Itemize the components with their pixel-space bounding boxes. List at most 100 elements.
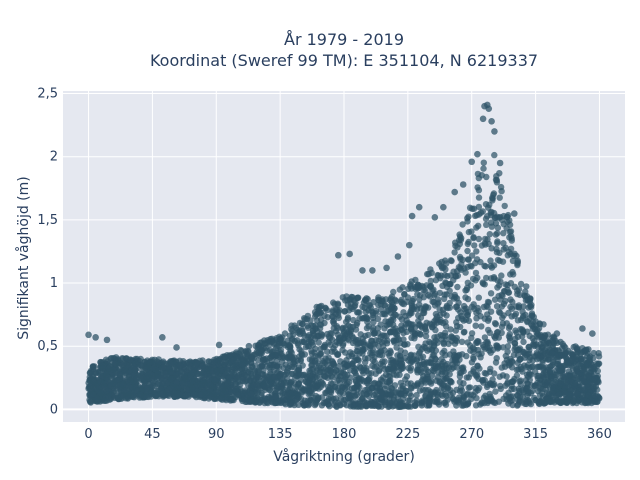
data-point bbox=[239, 397, 246, 405]
data-point bbox=[377, 306, 385, 313]
data-point bbox=[475, 235, 483, 243]
data-point bbox=[105, 393, 112, 401]
data-point bbox=[458, 369, 465, 376]
data-point bbox=[526, 356, 533, 363]
data-point bbox=[579, 392, 586, 399]
data-point bbox=[190, 369, 197, 377]
data-point bbox=[407, 367, 414, 374]
data-point bbox=[502, 281, 509, 288]
data-point bbox=[485, 315, 493, 322]
data-point bbox=[330, 361, 337, 368]
data-point bbox=[299, 338, 306, 345]
data-point bbox=[453, 386, 460, 393]
data-point bbox=[427, 380, 435, 387]
data-point bbox=[580, 377, 587, 385]
data-point bbox=[212, 376, 220, 383]
data-point bbox=[281, 330, 289, 337]
data-point bbox=[285, 353, 293, 360]
data-point bbox=[471, 242, 478, 249]
y-tick-label: 2,5 bbox=[37, 87, 58, 102]
data-point bbox=[304, 324, 312, 331]
data-point bbox=[474, 184, 481, 191]
data-point bbox=[584, 391, 592, 399]
y-tick-label: 1 bbox=[50, 276, 58, 291]
data-point bbox=[491, 275, 498, 282]
data-point bbox=[508, 357, 516, 365]
data-point bbox=[232, 380, 239, 388]
data-point bbox=[514, 402, 521, 409]
data-point bbox=[318, 394, 326, 401]
data-point bbox=[356, 309, 363, 316]
data-point bbox=[451, 340, 459, 347]
data-point bbox=[337, 395, 345, 403]
data-point bbox=[268, 338, 275, 345]
data-point bbox=[343, 402, 350, 409]
data-point bbox=[488, 219, 495, 226]
data-point bbox=[415, 343, 422, 350]
data-point bbox=[482, 201, 490, 208]
data-point bbox=[146, 387, 153, 394]
data-point bbox=[512, 327, 519, 334]
data-point bbox=[420, 398, 427, 405]
data-point bbox=[330, 299, 337, 306]
data-point bbox=[227, 397, 234, 404]
data-point bbox=[86, 373, 94, 381]
data-point bbox=[401, 341, 408, 348]
data-point bbox=[473, 224, 480, 231]
data-point bbox=[534, 327, 541, 334]
data-point bbox=[549, 398, 556, 405]
data-point bbox=[514, 396, 521, 403]
data-point bbox=[591, 375, 598, 382]
data-point bbox=[304, 374, 311, 381]
data-point bbox=[283, 392, 291, 399]
data-point bbox=[410, 356, 417, 363]
data-point bbox=[140, 374, 147, 382]
data-point bbox=[200, 389, 208, 396]
data-point bbox=[526, 332, 533, 340]
data-point bbox=[497, 382, 504, 390]
data-point bbox=[466, 342, 474, 349]
data-point bbox=[356, 363, 363, 370]
data-point bbox=[234, 391, 241, 398]
data-point bbox=[381, 358, 388, 365]
data-point bbox=[465, 384, 472, 391]
data-point bbox=[498, 272, 505, 279]
data-point bbox=[328, 313, 336, 320]
data-point bbox=[493, 177, 500, 184]
data-point bbox=[486, 397, 494, 404]
data-point bbox=[362, 386, 369, 394]
data-point bbox=[452, 303, 460, 311]
data-point bbox=[490, 190, 498, 197]
data-point bbox=[454, 283, 461, 291]
data-point bbox=[288, 326, 295, 333]
data-point bbox=[205, 395, 212, 402]
data-point bbox=[537, 341, 544, 348]
data-point bbox=[488, 208, 495, 216]
data-point bbox=[414, 367, 421, 374]
data-point bbox=[327, 366, 334, 374]
data-point bbox=[491, 296, 499, 303]
data-point bbox=[419, 353, 427, 360]
data-point bbox=[523, 364, 530, 371]
data-point bbox=[323, 398, 330, 405]
data-point bbox=[570, 398, 577, 406]
data-point bbox=[544, 337, 551, 345]
data-point bbox=[574, 345, 581, 352]
data-point bbox=[459, 256, 466, 263]
data-point bbox=[334, 351, 342, 358]
data-point bbox=[404, 320, 412, 327]
data-point bbox=[441, 390, 449, 398]
data-point-outlier bbox=[479, 115, 487, 123]
data-point bbox=[486, 231, 493, 238]
data-point bbox=[129, 384, 136, 391]
data-point-outlier bbox=[496, 159, 504, 167]
data-point bbox=[527, 400, 535, 408]
data-point bbox=[365, 323, 372, 330]
x-tick-label: 45 bbox=[144, 427, 161, 442]
data-point bbox=[256, 386, 263, 393]
data-point-outlier bbox=[511, 210, 518, 217]
data-point bbox=[272, 393, 279, 400]
data-point bbox=[167, 375, 175, 383]
data-point bbox=[333, 338, 340, 346]
data-point bbox=[261, 340, 268, 347]
